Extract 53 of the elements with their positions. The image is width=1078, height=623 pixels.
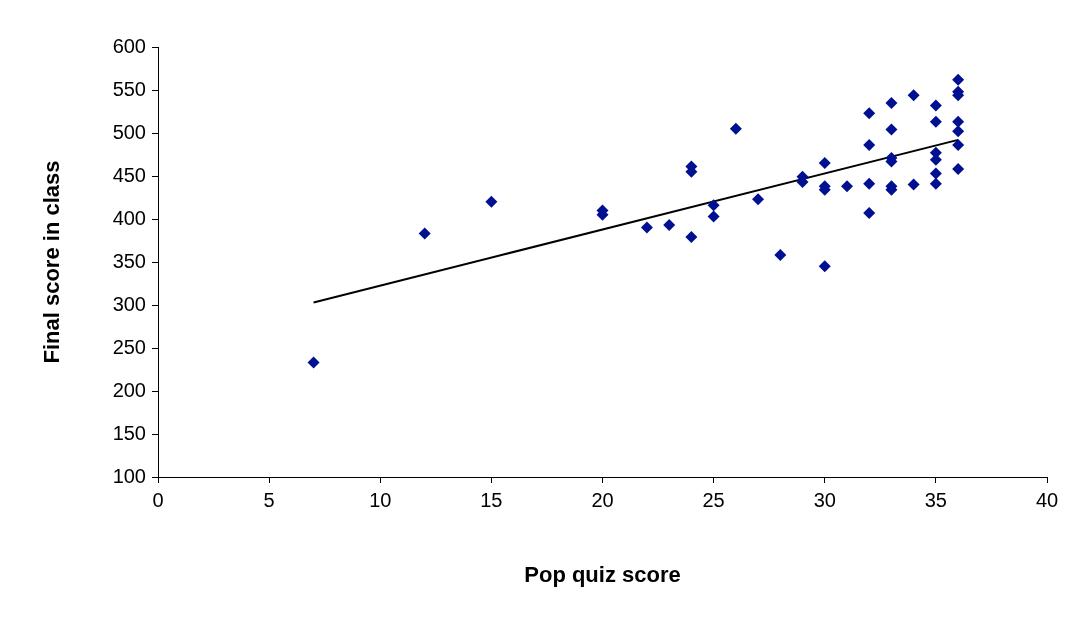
point bbox=[885, 96, 898, 109]
point bbox=[818, 260, 831, 273]
point bbox=[752, 193, 765, 206]
point bbox=[907, 89, 920, 102]
y-tick-label: 400 bbox=[112, 206, 146, 229]
point bbox=[952, 163, 965, 176]
point bbox=[707, 210, 720, 223]
point bbox=[707, 199, 720, 212]
point bbox=[929, 115, 942, 128]
point bbox=[663, 219, 676, 232]
y-tick-label: 150 bbox=[112, 421, 146, 444]
point bbox=[818, 157, 831, 170]
point bbox=[485, 195, 498, 208]
point bbox=[929, 167, 942, 180]
y-tick-label: 200 bbox=[112, 378, 146, 401]
x-tick-label: 15 bbox=[480, 488, 503, 511]
x-tick-label: 30 bbox=[813, 488, 836, 511]
x-tick-label: 10 bbox=[369, 488, 392, 511]
y-tick-label: 500 bbox=[112, 120, 146, 143]
x-tick-label: 0 bbox=[152, 488, 164, 511]
point bbox=[640, 221, 653, 234]
point bbox=[774, 249, 787, 262]
point bbox=[685, 231, 698, 244]
y-tick-label: 250 bbox=[112, 335, 146, 358]
y-tick-label: 350 bbox=[112, 249, 146, 272]
point bbox=[729, 122, 742, 135]
x-tick-label: 40 bbox=[1035, 488, 1059, 511]
y-axis-title: Final score in class bbox=[39, 160, 65, 364]
y-tick-label: 300 bbox=[112, 292, 146, 315]
x-axis-title: Pop quiz score bbox=[524, 561, 681, 587]
point bbox=[952, 115, 965, 128]
point bbox=[863, 206, 876, 219]
point bbox=[952, 125, 965, 138]
point bbox=[885, 123, 898, 136]
point bbox=[863, 107, 876, 120]
y-tick-label: 450 bbox=[112, 163, 146, 186]
x-tick-label: 25 bbox=[702, 488, 725, 511]
y-tick-label: 550 bbox=[112, 77, 146, 100]
x-tick-label: 5 bbox=[263, 488, 275, 511]
point bbox=[840, 180, 853, 193]
point bbox=[929, 99, 942, 112]
point bbox=[307, 356, 320, 369]
point bbox=[418, 227, 431, 240]
point bbox=[952, 73, 965, 86]
y-tick-label: 100 bbox=[112, 464, 146, 487]
point bbox=[863, 139, 876, 152]
point bbox=[907, 178, 920, 191]
y-tick-label: 600 bbox=[112, 34, 146, 57]
point bbox=[952, 139, 965, 152]
point bbox=[863, 177, 876, 190]
x-tick-label: 35 bbox=[924, 488, 947, 511]
point bbox=[929, 177, 942, 190]
x-tick-label: 20 bbox=[591, 488, 614, 511]
